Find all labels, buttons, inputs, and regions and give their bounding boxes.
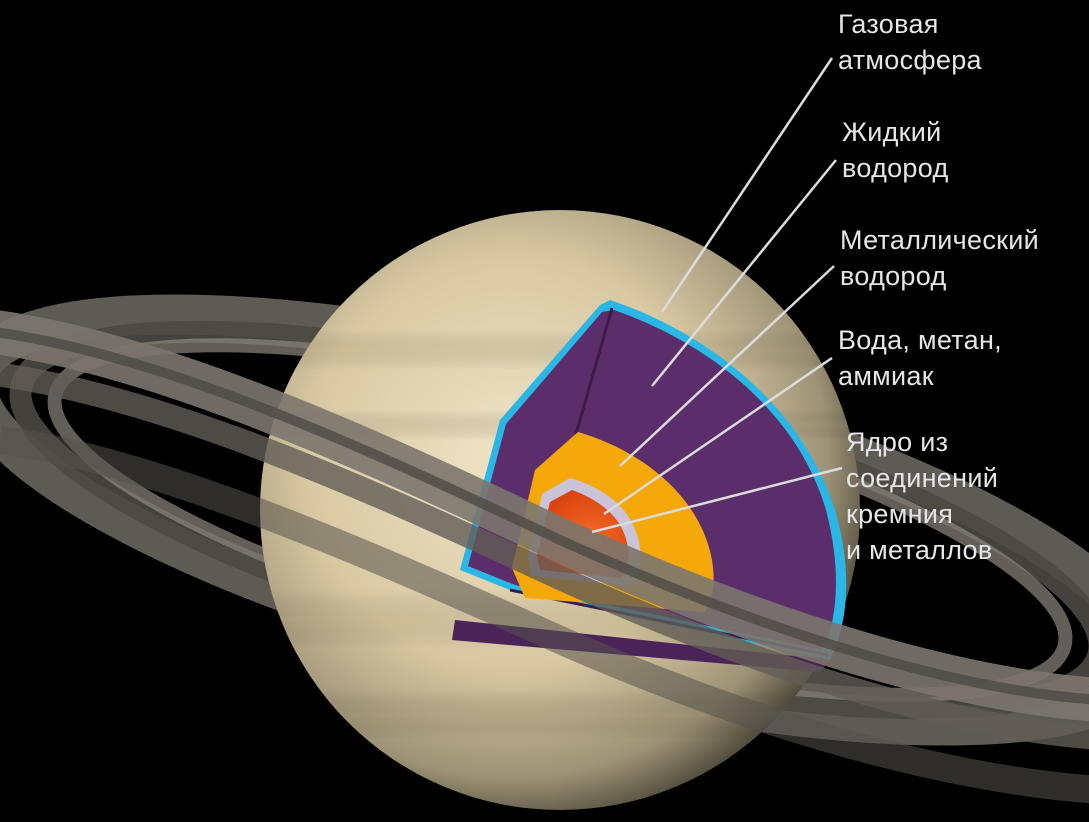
rings-front xyxy=(0,310,1089,804)
leader-core xyxy=(591,466,843,534)
label-water-methane-ammonia: Вода, метан, аммиак xyxy=(838,322,1002,394)
label-line: Металлический xyxy=(840,225,1040,255)
leader-gas-atmosphere xyxy=(660,57,834,313)
label-line: Газовая xyxy=(838,9,939,39)
label-line: атмосфера xyxy=(838,45,982,75)
label-line: кремния xyxy=(846,499,954,529)
label-metallic-hydrogen: Металлический водород xyxy=(840,222,1039,294)
leader-metallic-hydrogen xyxy=(619,265,835,467)
label-line: водород xyxy=(840,261,947,291)
leader-liquid-hydrogen xyxy=(651,159,837,387)
label-line: Жидкий xyxy=(842,117,942,147)
label-core: Ядро из соединений кремния и металлов xyxy=(846,424,998,568)
label-line: аммиак xyxy=(838,361,934,391)
label-line: соединений xyxy=(846,463,999,493)
label-line: Вода, метан, xyxy=(838,325,1002,355)
label-line: водород xyxy=(842,153,949,183)
label-line: Ядро из xyxy=(846,427,949,457)
label-line: и металлов xyxy=(846,535,993,565)
label-liquid-hydrogen: Жидкий водород xyxy=(842,114,949,186)
leader-water-methane-ammonia xyxy=(603,356,833,516)
leader-lines xyxy=(591,57,843,534)
label-gas-atmosphere: Газовая атмосфера xyxy=(838,6,982,78)
